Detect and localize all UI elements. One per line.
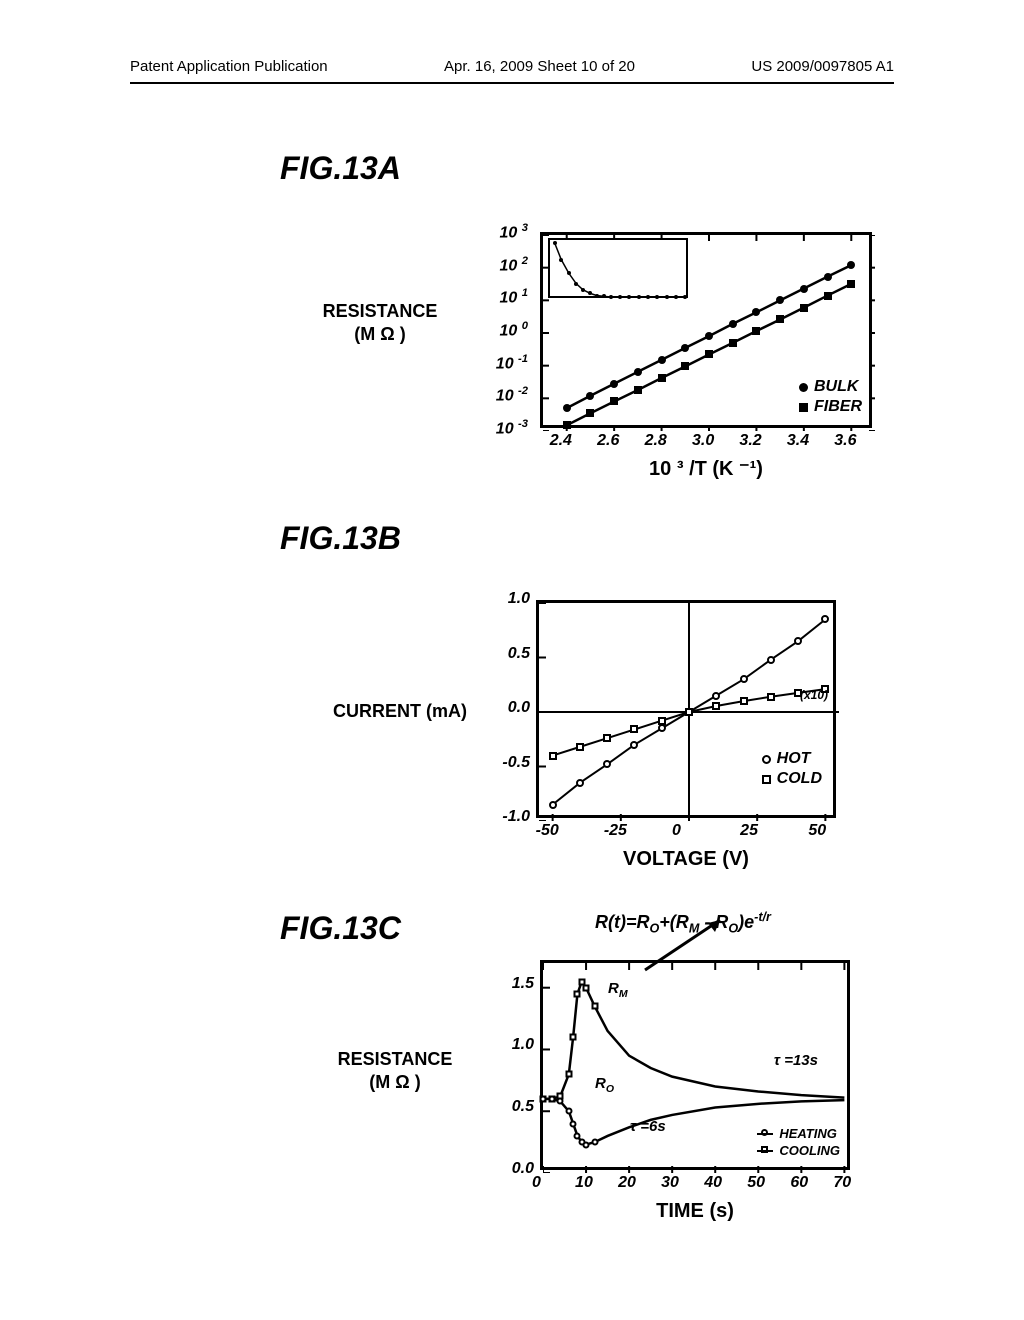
bulk-marker-icon [799, 383, 808, 392]
fig-b-ylabel: CURRENT (mA) [310, 700, 490, 723]
fig-a-ylabel: RESISTANCE (M Ω ) [285, 300, 475, 347]
fig-c-ylabel-2: (M Ω ) [369, 1072, 420, 1092]
arrow-icon [540, 930, 850, 990]
fig-b-xlabel: VOLTAGE (V) [536, 848, 836, 871]
fig-b-x10-note: (x10) [800, 688, 828, 702]
fig-a-chart: 2.42.62.83.03.23.43.6 BULK FIBER 10 -310… [540, 232, 872, 428]
fig-a-legend: BULK FIBER [799, 378, 862, 418]
legend-cooling: COOLING [779, 1143, 840, 1158]
legend-heating: HEATING [779, 1126, 837, 1141]
fig-a-ylabel-1: RESISTANCE [323, 301, 438, 321]
hot-marker-icon [762, 755, 771, 764]
ro-label: RO [595, 1075, 614, 1095]
rm-label: RM [608, 980, 628, 1000]
tau-cooling: τ =13s [774, 1052, 818, 1069]
fig-a-inset [548, 238, 688, 298]
fig-c-chart: 010203040506070 HEATING COOLING RM RO τ … [540, 960, 850, 1170]
fig-c-ylabel: RESISTANCE (M Ω ) [300, 1048, 490, 1095]
fig-c-ylabel-1: RESISTANCE [338, 1049, 453, 1069]
legend-fiber: FIBER [814, 398, 862, 416]
page-header: Patent Application Publication Apr. 16, … [0, 58, 1024, 75]
fig-c-xlabel: TIME (s) [540, 1200, 850, 1223]
fig-b-chart: -50-2502550 HOT COLD (x10) -1.0-0.50.00.… [536, 600, 836, 818]
fig-a-xlabel: 10 ³ /T (K ⁻¹) [540, 456, 872, 481]
fig-b-title: FIG.13B [280, 520, 401, 557]
fig-b-legend: HOT COLD [762, 750, 822, 790]
tau-heating: τ =6s [630, 1118, 666, 1135]
cold-marker-icon [762, 775, 771, 784]
fiber-marker-icon [799, 403, 808, 412]
fig-a-title: FIG.13A [280, 150, 401, 187]
fig-c-title: FIG.13C [280, 910, 401, 947]
header-right: US 2009/0097805 A1 [751, 58, 894, 75]
legend-hot: HOT [777, 750, 811, 768]
fig-c-legend: HEATING COOLING [757, 1126, 840, 1160]
legend-cold: COLD [777, 770, 822, 788]
fig-a-ylabel-2: (M Ω ) [354, 324, 405, 344]
legend-bulk: BULK [814, 378, 858, 396]
header-left: Patent Application Publication [130, 58, 328, 75]
header-rule [130, 82, 894, 84]
header-center: Apr. 16, 2009 Sheet 10 of 20 [444, 58, 635, 75]
